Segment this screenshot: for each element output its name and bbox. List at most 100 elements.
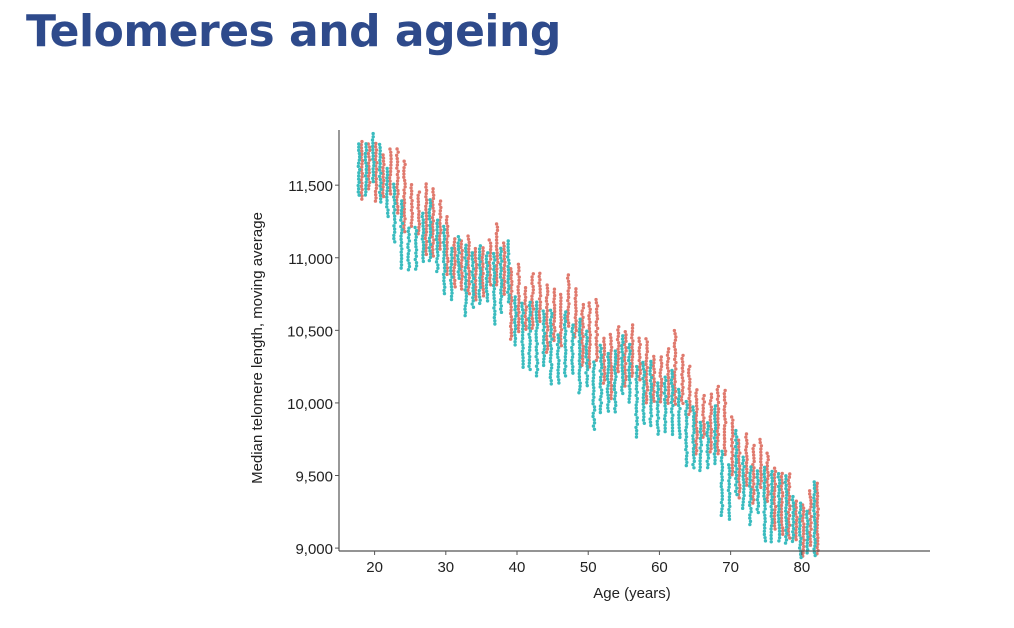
data-dot (363, 174, 368, 178)
data-dot (432, 209, 436, 213)
data-dot (445, 253, 449, 257)
data-dot (673, 338, 678, 342)
data-dot (459, 264, 464, 269)
data-dot (741, 490, 746, 495)
data-dot (594, 310, 599, 315)
data-dot (716, 394, 721, 398)
data-dot (506, 300, 511, 304)
data-dot (563, 374, 568, 378)
data-dot (420, 214, 424, 219)
data-dot (691, 424, 696, 428)
data-dot (373, 199, 378, 203)
data-dot (673, 354, 678, 358)
data-dot (642, 415, 646, 419)
data-dot (542, 325, 547, 329)
data-dot (678, 432, 682, 436)
data-dot (492, 293, 496, 297)
data-dot (634, 393, 638, 398)
data-dot (453, 278, 457, 283)
data-dot (809, 498, 813, 503)
data-dot (665, 363, 669, 367)
data-dot (542, 331, 547, 336)
data-dot (599, 401, 604, 405)
data-dot (649, 411, 653, 415)
data-dot (695, 432, 699, 437)
data-dot (687, 396, 691, 401)
x-axis-label: Age (years) (593, 585, 671, 602)
data-dot (591, 392, 596, 396)
data-dot (808, 495, 813, 499)
data-dot (449, 297, 454, 302)
data-point (691, 405, 696, 470)
data-dot (435, 234, 439, 238)
data-dot (410, 205, 414, 209)
data-dot (457, 263, 461, 268)
data-dot (587, 326, 592, 331)
data-dot (549, 324, 553, 328)
data-dot (491, 261, 496, 265)
data-dot (649, 375, 654, 380)
data-dot (448, 278, 453, 283)
data-dot (549, 366, 554, 370)
data-dot (478, 276, 482, 280)
data-dot (705, 459, 709, 463)
data-dot (698, 462, 702, 466)
data-dot (492, 271, 497, 275)
data-point (406, 226, 412, 272)
data-dot (557, 378, 561, 382)
data-dot (599, 372, 604, 376)
data-dot (766, 489, 770, 494)
data-dot (779, 510, 784, 514)
data-dot (436, 266, 440, 270)
data-dot (450, 291, 454, 295)
data-dot (566, 295, 571, 300)
data-dot (599, 346, 603, 351)
data-dot (748, 513, 752, 517)
data-dot (719, 484, 723, 489)
x-tick-label: 70 (722, 559, 739, 576)
data-dot (395, 172, 400, 177)
data-dot (544, 321, 549, 326)
data-dot (740, 506, 745, 511)
data-dot (460, 252, 464, 256)
data-dot (777, 481, 782, 486)
data-dot (591, 424, 596, 428)
data-dot (402, 159, 406, 163)
data-dot (556, 336, 561, 340)
data-dot (784, 509, 788, 513)
data-dot (393, 240, 397, 244)
data-dot (499, 297, 503, 302)
data-dot (386, 208, 390, 212)
data-dot (416, 203, 421, 207)
data-dot (523, 302, 527, 306)
data-dot (531, 288, 536, 292)
data-dot (598, 343, 602, 348)
data-dot (410, 199, 414, 203)
data-dot (692, 456, 696, 460)
data-dot (481, 246, 485, 250)
data-dot (392, 198, 397, 202)
data-dot (812, 483, 817, 487)
data-dot (478, 266, 482, 270)
data-dot (484, 267, 489, 271)
data-dot (758, 466, 763, 470)
data-dot (381, 153, 385, 157)
data-dot (535, 319, 539, 324)
data-dot (374, 154, 378, 158)
data-dot (417, 219, 421, 223)
data-dot (381, 165, 385, 170)
data-dot (548, 334, 553, 338)
data-dot (538, 300, 543, 304)
data-dot (702, 429, 706, 433)
data-dot (557, 339, 561, 344)
data-dot (598, 410, 603, 415)
data-dot (613, 400, 618, 404)
data-dot (652, 389, 656, 394)
data-dot (791, 501, 796, 505)
data-dot (777, 516, 781, 521)
data-dot (464, 301, 468, 305)
data-dot (786, 517, 791, 521)
data-dot (605, 377, 610, 381)
data-dot (664, 394, 668, 399)
data-dot (692, 430, 696, 435)
